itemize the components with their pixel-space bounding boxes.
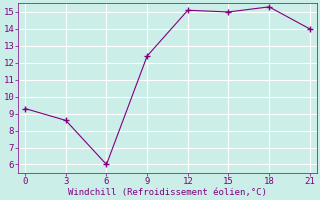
X-axis label: Windchill (Refroidissement éolien,°C): Windchill (Refroidissement éolien,°C) xyxy=(68,188,267,197)
